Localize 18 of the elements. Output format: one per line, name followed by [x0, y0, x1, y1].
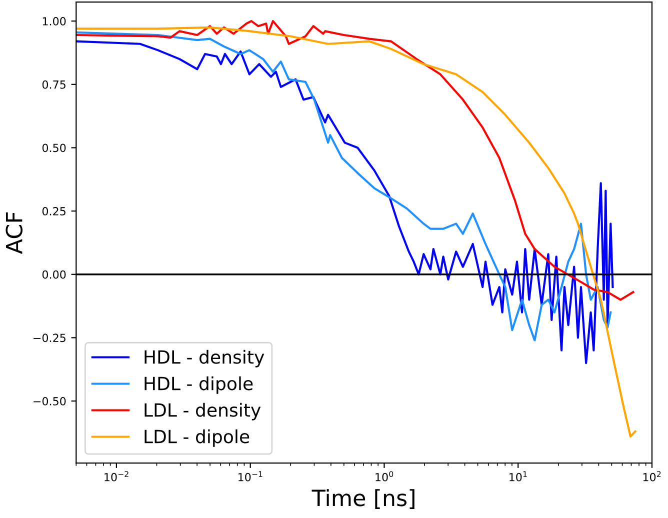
legend-label: LDL - dipole [144, 429, 250, 447]
legend-label: LDL - density [144, 402, 261, 420]
y-tick-label: −0.50 [34, 397, 66, 406]
y-tick-label: 1.00 [42, 17, 66, 26]
x-tick-label: 10$^{−1}$ [238, 471, 262, 482]
y-tick-label: −0.25 [34, 334, 66, 342]
x-tick-label: 10$^{0}$ [376, 471, 394, 482]
x-tick-label: 10$^{1}$ [510, 471, 527, 482]
x-tick-label: 10$^{2}$ [643, 471, 661, 482]
y-tick-label: 0.75 [42, 80, 66, 89]
x-axis-title: Time [ns] [312, 489, 414, 509]
legend-label: HDL - dipole [144, 376, 253, 394]
y-tick-label: 0.25 [42, 207, 66, 216]
y-axis-title: ACF [6, 212, 23, 254]
y-tick-label: 0.00 [42, 270, 66, 279]
x-tick-label: 10$^{−2}$ [104, 471, 128, 482]
y-tick-label: 0.50 [42, 144, 66, 152]
legend-label: HDL - density [144, 350, 264, 368]
